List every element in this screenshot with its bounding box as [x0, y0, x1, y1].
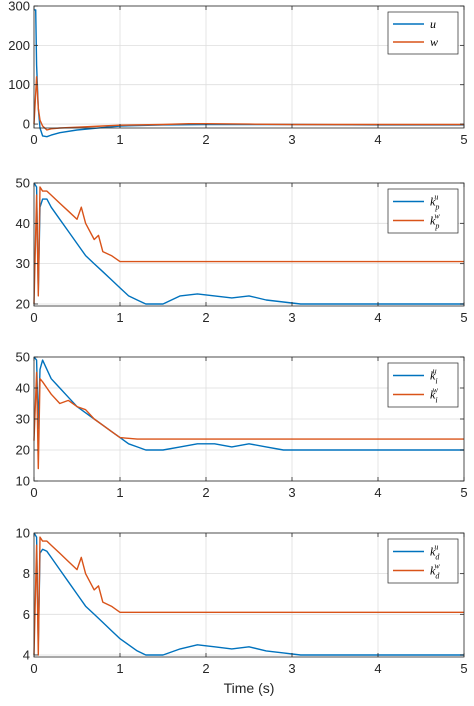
x-tick-label: 0: [30, 485, 37, 500]
x-tick-label: 5: [460, 485, 467, 500]
x-tick-label: 2: [202, 132, 209, 147]
x-tick-label: 2: [202, 485, 209, 500]
series-line-u: [33, 356, 464, 451]
y-tick-label: 30: [16, 412, 30, 427]
legend: uw: [387, 11, 459, 55]
subplot-1: 0 1 2 3 4 5 0 100 200 300 uw: [8, 0, 467, 147]
y-tick-label: 20: [16, 443, 30, 458]
x-tick-label: 1: [116, 661, 123, 676]
legend-box: [387, 538, 459, 584]
legend-label-subscript: p: [434, 222, 439, 231]
legend-label-superscript: u: [434, 543, 438, 552]
y-tick-label: 0: [23, 117, 30, 132]
x-tick-label: 5: [460, 661, 467, 676]
legend-label-base: k: [430, 564, 436, 578]
x-tick-label: 4: [374, 485, 381, 500]
legend-label-superscript: u: [434, 193, 438, 202]
legend-label-superscript: w: [434, 562, 440, 571]
x-tick-label: 5: [460, 132, 467, 147]
x-tick-label: 4: [374, 661, 381, 676]
series-line-w: [33, 371, 464, 470]
legend-label-superscript: w: [433, 386, 439, 395]
y-tick-label: 300: [8, 0, 30, 14]
legend-label-superscript: w: [434, 212, 440, 221]
y-tick-label: 50: [16, 350, 30, 365]
legend-label: kiw: [430, 386, 439, 405]
axes-box: [33, 5, 465, 129]
legend-label-base: k: [430, 388, 436, 402]
legend-label-subscript: i: [435, 396, 437, 405]
y-tick-label: 100: [8, 77, 30, 92]
y-tick-label: 50: [16, 176, 30, 191]
legend-label: kiu: [430, 367, 438, 386]
axes-box: [33, 532, 465, 658]
legend-label-base: k: [430, 369, 436, 383]
axes-box: [33, 182, 465, 307]
legend-box: [387, 188, 459, 234]
x-tick-label: 3: [288, 485, 295, 500]
legend-label-superscript: u: [433, 367, 437, 376]
legend-box: [387, 362, 459, 408]
legend-label-base: k: [430, 545, 436, 559]
legend-label-base: k: [430, 214, 436, 228]
x-tick-label: 1: [116, 310, 123, 325]
legend-label: u: [430, 17, 436, 31]
legend-label: kpu: [430, 193, 439, 212]
y-tick-label: 40: [16, 216, 30, 231]
series-line-u: [33, 182, 464, 305]
y-tick-label: 30: [16, 256, 30, 271]
legend-label: kpw: [430, 212, 440, 231]
legend-label-subscript: p: [434, 203, 439, 212]
y-tick-label: 8: [23, 566, 30, 581]
y-tick-label: 6: [23, 607, 30, 622]
x-tick-label: 4: [374, 132, 381, 147]
x-tick-label: 2: [202, 661, 209, 676]
y-tick-label: 10: [16, 474, 30, 489]
series-line-w: [33, 76, 464, 131]
x-tick-label: 1: [116, 485, 123, 500]
x-tick-label: 3: [288, 132, 295, 147]
y-tick-label: 20: [16, 296, 30, 311]
x-axis-label: Time (s): [224, 680, 275, 696]
x-tick-label: 3: [288, 310, 295, 325]
y-tick-label: 200: [8, 38, 30, 53]
x-tick-label: 1: [116, 132, 123, 147]
x-tick-label: 3: [288, 661, 295, 676]
y-tick-label: 4: [23, 647, 30, 662]
legend-label: w: [430, 35, 438, 49]
x-tick-label: 0: [30, 661, 37, 676]
x-tick-label: 5: [460, 310, 467, 325]
legend-label-subscript: i: [435, 377, 437, 386]
x-tick-label: 2: [202, 310, 209, 325]
x-tick-label: 0: [30, 310, 37, 325]
y-tick-label: 40: [16, 381, 30, 396]
legend-label-base: w: [430, 35, 438, 49]
legend-label: kdu: [430, 543, 440, 562]
legend-label-subscript: d: [435, 572, 440, 581]
legend-label: kdw: [430, 562, 440, 581]
series-line-w: [33, 186, 464, 305]
legend-label-base: k: [430, 195, 436, 209]
y-tick-label: 10: [16, 526, 30, 541]
x-tick-label: 0: [30, 132, 37, 147]
series-line-w: [33, 536, 464, 656]
series-line-u: [33, 532, 464, 656]
x-tick-label: 4: [374, 310, 381, 325]
legend-label-subscript: d: [435, 553, 440, 562]
legend-box: [387, 11, 459, 55]
legend-label-base: u: [430, 17, 436, 31]
